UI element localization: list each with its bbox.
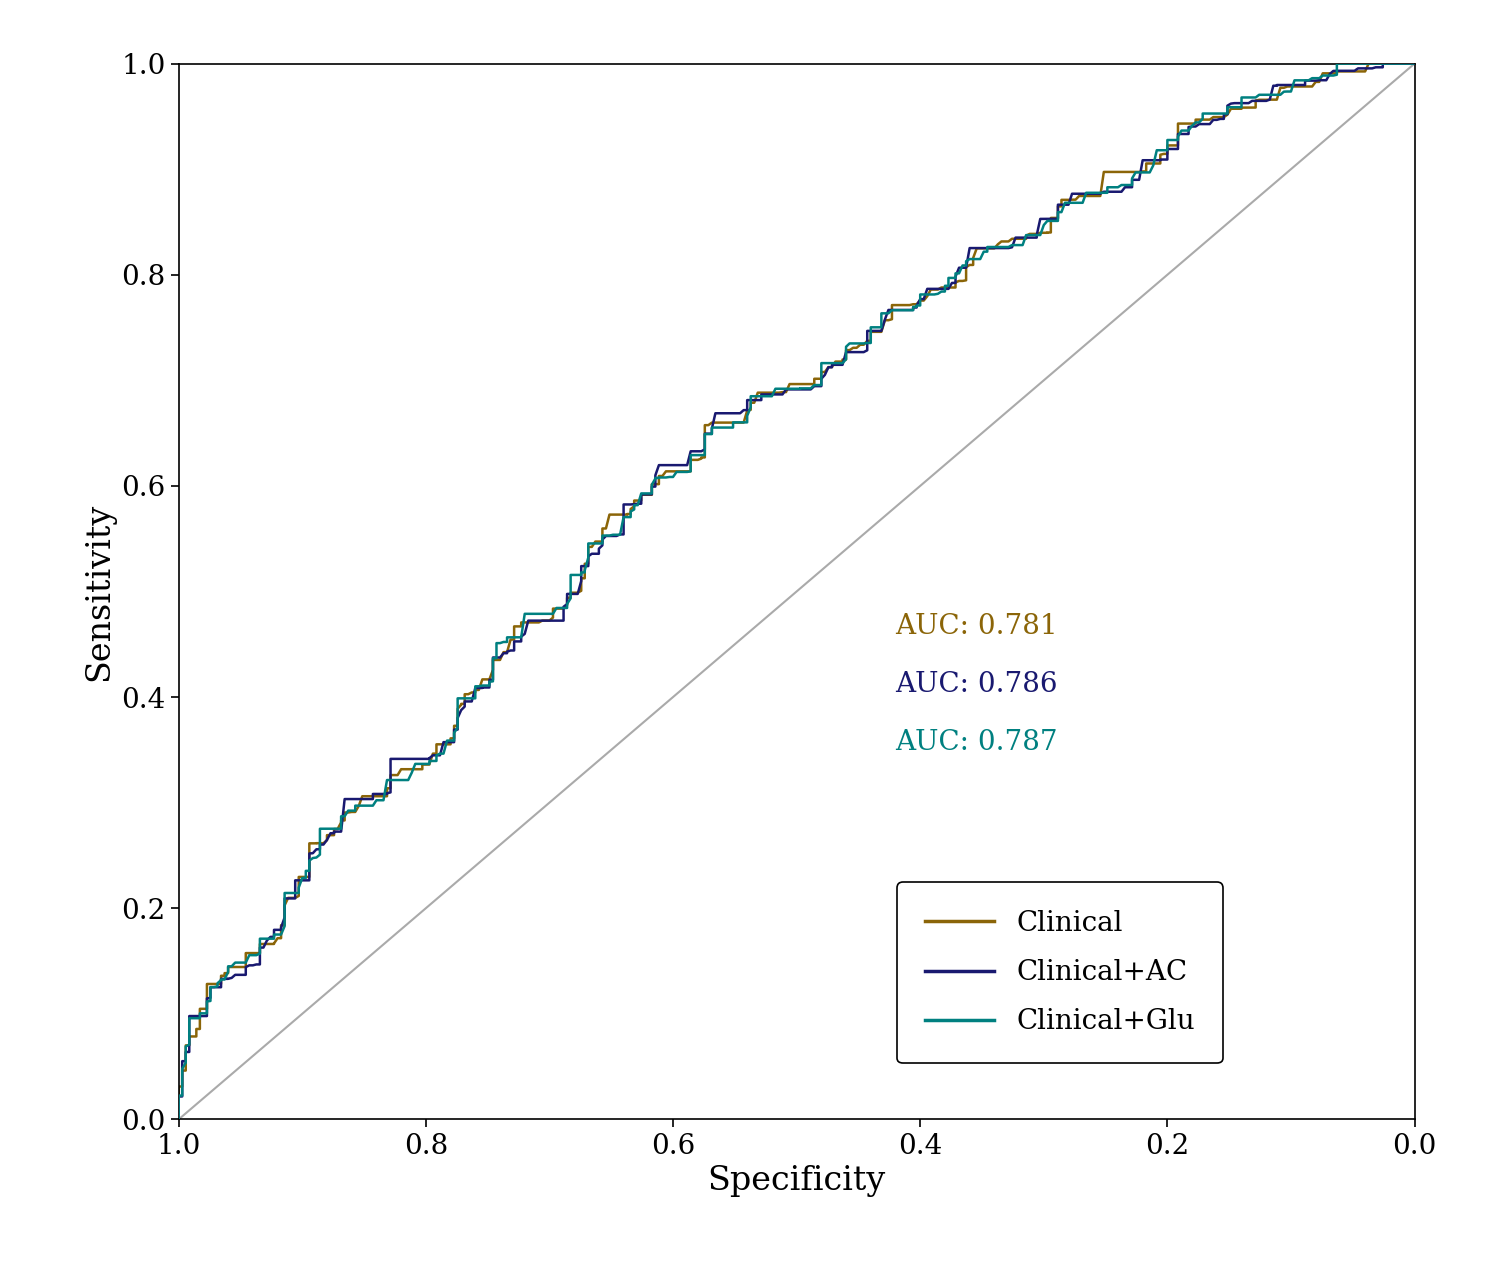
Text: AUC: 0.787: AUC: 0.787: [895, 729, 1059, 756]
Text: AUC: 0.781: AUC: 0.781: [895, 613, 1059, 640]
Y-axis label: Sensitivity: Sensitivity: [83, 502, 116, 681]
Legend: Clinical, Clinical+AC, Clinical+Glu: Clinical, Clinical+AC, Clinical+Glu: [896, 883, 1222, 1063]
Text: AUC: 0.786: AUC: 0.786: [895, 670, 1059, 697]
X-axis label: Specificity: Specificity: [707, 1165, 886, 1197]
